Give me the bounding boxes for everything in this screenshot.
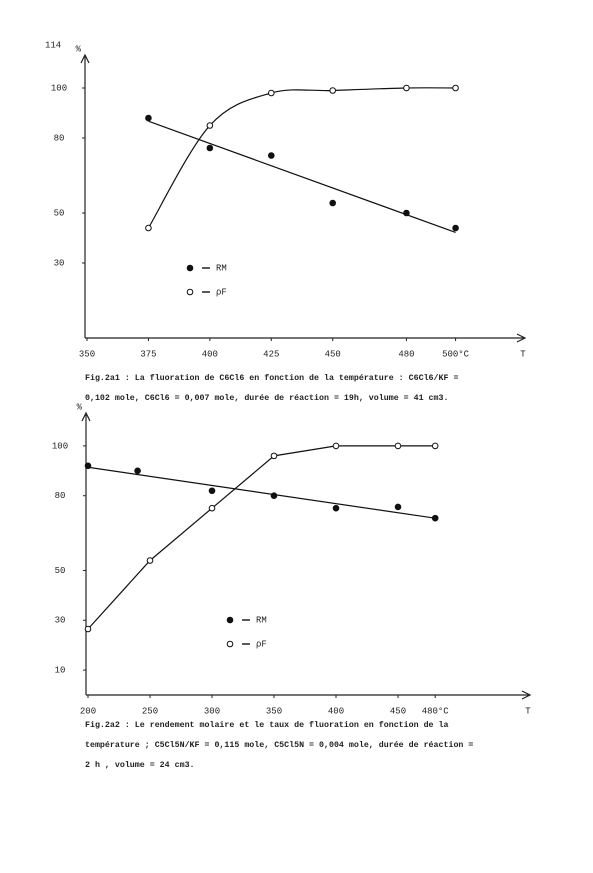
legend-label: ρF <box>216 287 227 297</box>
y-tick-label: 10 <box>55 665 66 675</box>
data-point <box>145 114 152 122</box>
y-tick-label: 80 <box>54 133 65 143</box>
x-tick-label: 425 <box>263 349 279 359</box>
caption: 0,102 mole, C6Cl6 = 0,007 mole, durée de… <box>85 393 448 403</box>
data-point <box>329 87 337 94</box>
x-tick-label: 450 <box>390 706 406 716</box>
x-tick-label: 400 <box>202 349 218 359</box>
legend-marker <box>186 288 194 296</box>
legend-marker <box>186 264 194 272</box>
y-tick-label: 30 <box>55 616 66 626</box>
data-point <box>403 84 410 92</box>
caption: Fig.2a2 : Le rendement molaire et le tau… <box>85 720 448 730</box>
x-tick-label: 480°C <box>422 706 450 716</box>
page-number: 114 <box>45 40 61 50</box>
y-tick-label: 30 <box>54 258 65 268</box>
data-point <box>146 557 154 564</box>
x-tick-label: 375 <box>140 349 156 359</box>
data-point <box>134 467 141 475</box>
x-axis <box>85 333 527 343</box>
data-point <box>452 224 459 232</box>
data-point <box>394 442 402 450</box>
data-point <box>206 122 214 129</box>
data-point <box>452 84 459 92</box>
y-axis <box>80 53 90 338</box>
x-tick-label: 300 <box>204 706 220 716</box>
legend-marker <box>226 616 234 624</box>
data-point <box>394 503 402 511</box>
data-point <box>431 514 439 522</box>
caption: température ; C5Cl5N/KF = 0,115 mole, C5… <box>85 740 473 750</box>
y-tick-label: 50 <box>55 566 66 576</box>
legend-label: RM <box>256 615 267 625</box>
y-tick-label: 100 <box>51 83 67 93</box>
y-tick-label: 50 <box>54 208 65 218</box>
data-point <box>332 442 340 450</box>
data-point <box>332 504 340 512</box>
legend-marker <box>226 640 234 648</box>
x-tick-label: 200 <box>80 706 96 716</box>
data-point <box>270 452 278 460</box>
data-point <box>403 209 410 217</box>
series-line <box>147 87 456 229</box>
legend-label: RM <box>216 263 227 273</box>
x-tick-label: 480 <box>398 349 414 359</box>
data-point <box>84 625 92 633</box>
x-tick-label: 350 <box>266 706 282 716</box>
caption: Fig.2a1 : La fluoration de C6Cl6 en fonc… <box>85 373 458 383</box>
data-point <box>208 504 216 512</box>
data-point <box>267 89 275 97</box>
y-tick-label: 100 <box>52 441 68 451</box>
data-point <box>145 224 152 232</box>
x-axis-label: T <box>525 706 531 716</box>
y-axis <box>81 411 91 695</box>
trend-line <box>87 466 436 519</box>
data-point <box>329 199 337 207</box>
trend-line <box>148 120 456 234</box>
data-point <box>208 487 216 495</box>
legend-label: ρF <box>256 639 267 649</box>
y-axis-label: % <box>76 44 82 54</box>
data-point <box>206 144 214 152</box>
data-point <box>270 492 278 500</box>
y-tick-label: 80 <box>55 491 66 501</box>
x-tick-label: 400 <box>328 706 344 716</box>
x-axis-label: T <box>520 349 526 359</box>
y-axis-label: % <box>77 402 83 412</box>
x-tick-label: 450 <box>325 349 341 359</box>
data-point <box>431 442 439 450</box>
x-tick-label: 500°C <box>442 349 470 359</box>
x-tick-label: 250 <box>142 706 158 716</box>
caption: 2 h , volume = 24 cm3. <box>85 760 195 770</box>
data-point <box>84 462 92 470</box>
data-point <box>267 152 275 159</box>
series-line <box>87 445 436 630</box>
x-tick-label: 350 <box>79 349 95 359</box>
x-axis <box>86 690 532 700</box>
